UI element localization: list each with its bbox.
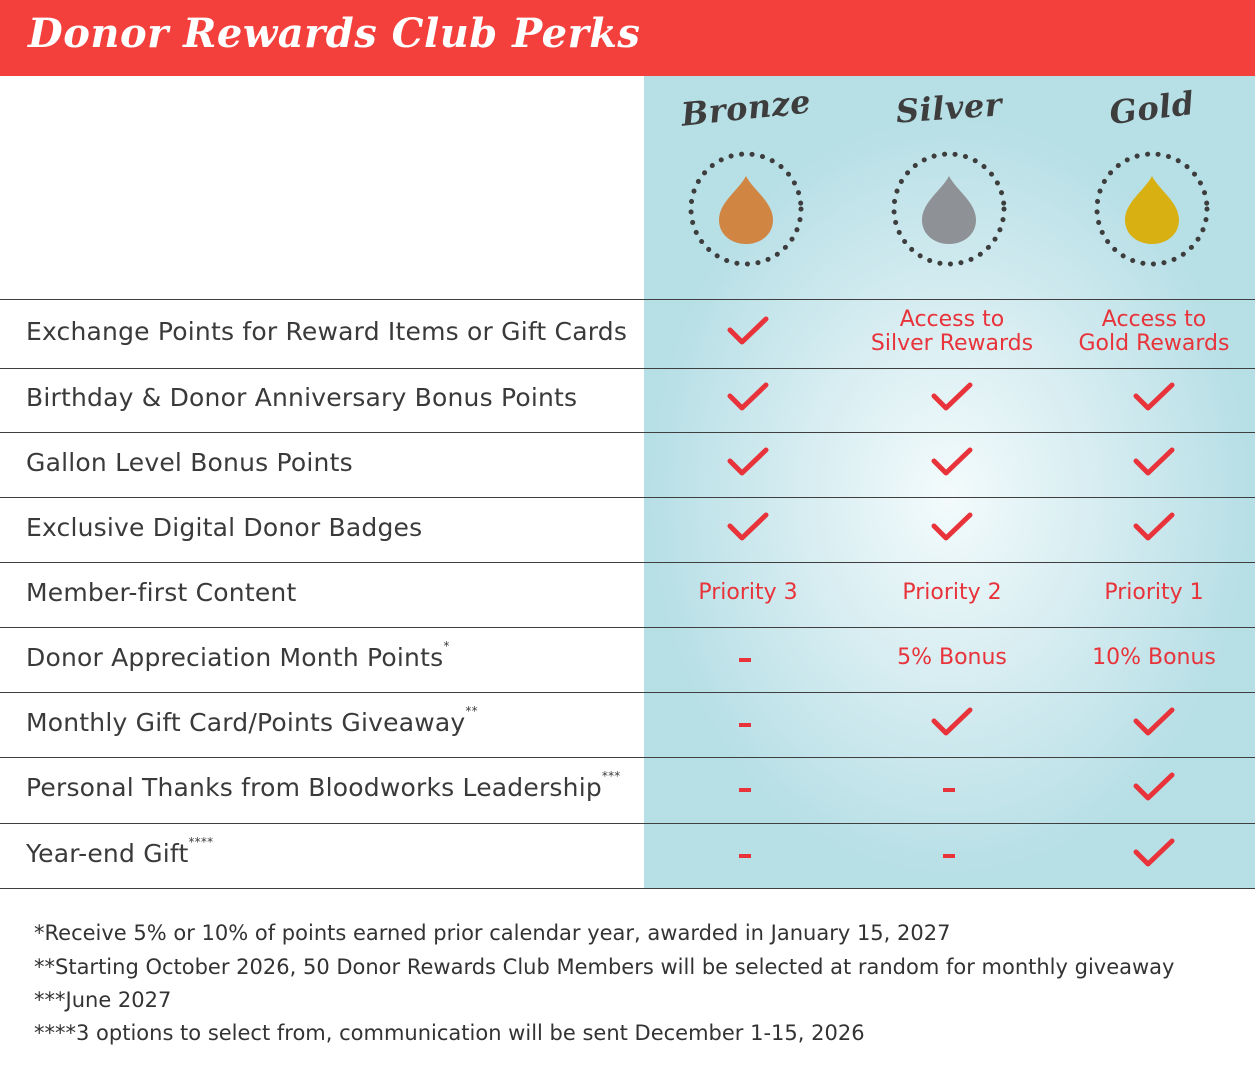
checkmark-icon <box>727 382 769 411</box>
checkmark-icon <box>1133 447 1175 475</box>
checkmark-icon <box>727 512 769 540</box>
dash-icon <box>943 853 955 858</box>
row-label-text: Birthday & Donor Anniversary Bonus Point… <box>26 383 578 412</box>
cell-text: Silver Rewards <box>870 330 1034 356</box>
dash-icon <box>739 657 751 662</box>
cell-gold: Access to Gold Rewards <box>1054 306 1254 356</box>
checkmark-icon <box>931 512 973 540</box>
row-label-text: Year-end Gift <box>26 838 189 868</box>
row-label: Year-end Gift**** <box>26 835 213 868</box>
footnote-2: **Starting October 2026, 50 Donor Reward… <box>34 955 1175 979</box>
row-label: Birthday & Donor Anniversary Bonus Point… <box>26 383 577 412</box>
checkmark-icon <box>931 382 973 411</box>
row-label: Gallon Level Bonus Points <box>26 448 353 477</box>
row-label-text: Donor Appreciation Month Points <box>26 642 444 672</box>
footnote-marker: * <box>443 638 450 653</box>
dash-icon <box>739 853 751 858</box>
cell-text: Access to <box>899 306 1005 332</box>
row-divider <box>0 627 1255 628</box>
dash-icon <box>943 788 955 792</box>
tier-gold: Gold <box>1052 84 1252 267</box>
bronze-drop-icon <box>688 151 804 267</box>
checkmark-icon <box>1133 707 1175 735</box>
row-divider <box>0 888 1255 889</box>
cell-text: Gold Rewards <box>1078 330 1230 356</box>
checkmark-icon <box>1133 512 1175 540</box>
row-label: Monthly Gift Card/Points Giveaway** <box>26 704 478 737</box>
checkmark-icon <box>727 447 769 475</box>
header-banner: Donor Rewards Club Perks <box>0 0 1255 76</box>
cell-gold: 10% Bonus <box>1092 644 1216 670</box>
row-label: Member-first Content <box>26 578 296 607</box>
row-label-text: Exchange Points for Reward Items or Gift… <box>26 316 628 346</box>
footnote-4: ****3 options to select from, communicat… <box>34 1021 865 1045</box>
row-label-text: Gallon Level Bonus Points <box>26 447 353 477</box>
tier-name-silver: Silver <box>894 85 1004 131</box>
row-divider <box>0 823 1255 824</box>
row-label: Personal Thanks from Bloodworks Leadersh… <box>26 769 621 802</box>
checkmark-icon <box>931 707 973 735</box>
checkmark-icon <box>1133 772 1175 801</box>
row-label-text: Personal Thanks from Bloodworks Leadersh… <box>26 773 602 802</box>
row-divider <box>0 692 1255 693</box>
footnote-marker: ** <box>465 703 478 718</box>
row-label-text: Exclusive Digital Donor Badges <box>26 512 423 542</box>
row-divider <box>0 497 1255 498</box>
dash-icon <box>739 788 751 792</box>
cell-bronze: Priority 3 <box>698 579 798 605</box>
row-label-text: Monthly Gift Card/Points Giveaway <box>26 707 466 737</box>
tier-bronze: Bronze <box>646 82 846 267</box>
cell-silver: Priority 2 <box>902 579 1002 605</box>
footnote-3: ***June 2027 <box>34 988 172 1012</box>
dash-icon <box>739 722 751 727</box>
cell-silver: Access to Silver Rewards <box>852 306 1052 356</box>
row-divider <box>0 299 1255 300</box>
silver-drop-icon <box>891 151 1007 267</box>
footnote-1: *Receive 5% or 10% of points earned prio… <box>34 921 951 945</box>
checkmark-icon <box>1133 382 1175 411</box>
row-divider <box>0 562 1255 563</box>
row-divider <box>0 757 1255 758</box>
cell-gold: Priority 1 <box>1104 579 1204 605</box>
checkmark-icon <box>727 316 769 344</box>
gold-drop-icon <box>1094 151 1210 267</box>
row-label-text: Member-first Content <box>26 577 297 607</box>
cell-silver: 5% Bonus <box>897 644 1007 670</box>
row-label: Donor Appreciation Month Points* <box>26 639 450 672</box>
row-label: Exchange Points for Reward Items or Gift… <box>26 317 627 346</box>
checkmark-icon <box>1133 838 1175 866</box>
row-divider <box>0 368 1255 369</box>
checkmark-icon <box>931 447 973 475</box>
page-title: Donor Rewards Club Perks <box>28 10 641 57</box>
row-divider <box>0 432 1255 433</box>
footnote-marker: *** <box>601 769 621 783</box>
cell-text: Access to <box>1101 306 1207 332</box>
tier-silver: Silver <box>849 85 1049 267</box>
row-label: Exclusive Digital Donor Badges <box>26 513 422 542</box>
footnote-marker: **** <box>188 834 214 849</box>
